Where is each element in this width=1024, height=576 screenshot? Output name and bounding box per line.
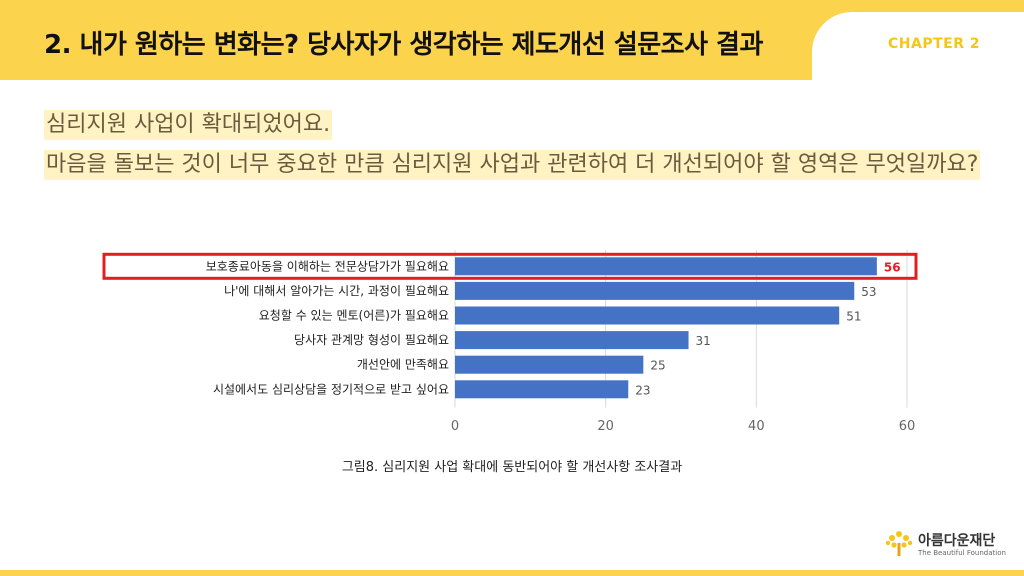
category-label: 시설에서도 심리상담을 정기적으로 받고 싶어요 bbox=[213, 382, 449, 396]
value-label: 53 bbox=[861, 285, 876, 299]
category-label: 보호종료아동을 이해하는 전문상담가가 필요해요 bbox=[206, 259, 449, 273]
category-label: 요청할 수 있는 멘토(어른)가 필요해요 bbox=[259, 309, 449, 323]
bar bbox=[455, 281, 855, 300]
bar bbox=[455, 257, 877, 276]
bar bbox=[455, 306, 840, 325]
value-label: 31 bbox=[696, 334, 711, 348]
question-line-2: 마음을 돌보는 것이 너무 중요한 만큼 심리지원 사업과 관련하여 더 개선되… bbox=[44, 150, 981, 180]
bar bbox=[455, 331, 689, 350]
value-label: 23 bbox=[635, 383, 650, 397]
question-line-1: 심리지원 사업이 확대되었어요. bbox=[44, 110, 333, 140]
footer-band bbox=[0, 570, 1024, 576]
highlight-box bbox=[102, 252, 918, 280]
bar bbox=[455, 355, 644, 374]
chapter-label: CHAPTER 2 bbox=[888, 36, 981, 52]
value-label: 25 bbox=[650, 359, 665, 373]
value-label: 51 bbox=[846, 310, 861, 324]
category-label: 나'에 대해서 알아가는 시간, 과정이 필요해요 bbox=[224, 284, 449, 298]
logo-name: 아름다운재단 bbox=[918, 533, 996, 549]
logo-english: The Beautiful Foundation bbox=[918, 549, 1006, 557]
x-tick-label: 0 bbox=[451, 419, 459, 434]
category-label: 개선안에 만족해요 bbox=[357, 358, 449, 372]
x-tick-label: 40 bbox=[748, 419, 765, 434]
x-tick-label: 20 bbox=[597, 419, 614, 434]
x-tick-label: 60 bbox=[899, 419, 916, 434]
header-tab bbox=[812, 12, 1024, 92]
page-title: 2. 내가 원하는 변화는? 당사자가 생각하는 제도개선 설문조사 결과 bbox=[44, 30, 763, 60]
figure-caption: 그림8. 심리지원 사업 확대에 동반되어야 할 개선사항 조사결과 bbox=[341, 460, 683, 475]
category-label: 당사자 관계망 형성이 필요해요 bbox=[294, 333, 449, 347]
tree-logo-icon bbox=[885, 531, 913, 556]
bar bbox=[455, 380, 629, 399]
value-label: 56 bbox=[884, 260, 901, 274]
